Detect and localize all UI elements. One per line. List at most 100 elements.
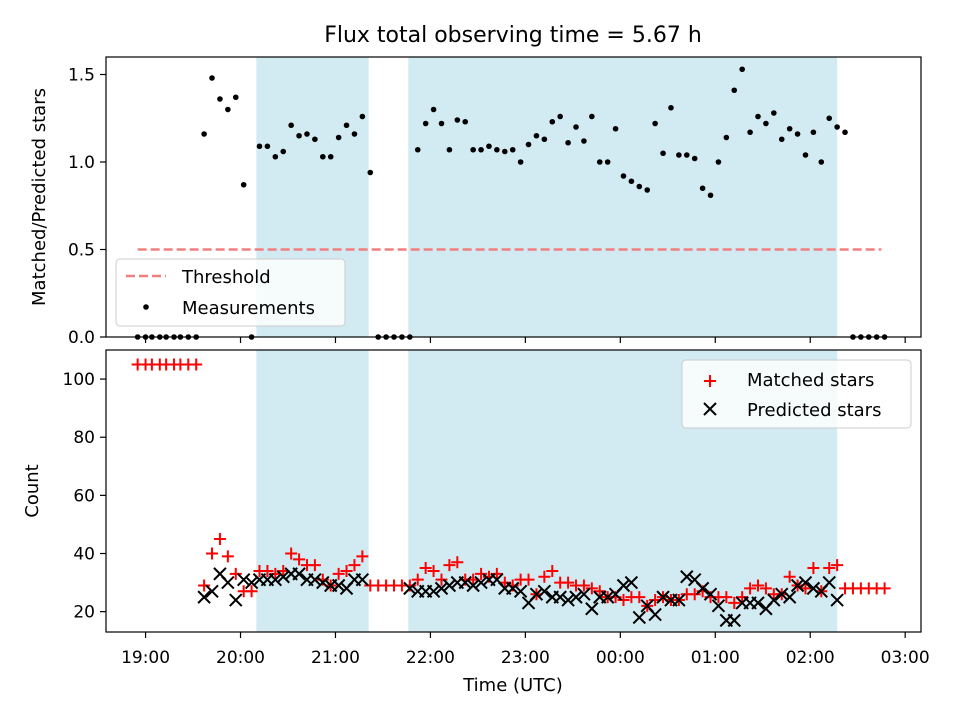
matched-star-point bbox=[720, 591, 733, 604]
measurement-point bbox=[438, 120, 445, 127]
measurement-point bbox=[256, 143, 263, 150]
top-legend: Threshold Measurements bbox=[115, 258, 346, 327]
predicted-star-point bbox=[775, 587, 789, 601]
measurement-point bbox=[304, 131, 310, 137]
predicted-stars-points bbox=[197, 567, 844, 628]
measurement-point bbox=[264, 143, 271, 150]
y-tick-label: 0.0 bbox=[68, 328, 95, 348]
measurement-point bbox=[834, 124, 840, 130]
predicted-star-point bbox=[197, 590, 211, 604]
measurement-point bbox=[359, 113, 366, 120]
top-panel: 0.0 0.5 1.0 1.5 Matched/Predicted stars Thr… bbox=[29, 56, 922, 348]
x-tick-label: 01:00 bbox=[691, 648, 740, 668]
measurement-point bbox=[201, 131, 207, 137]
measurement-point bbox=[612, 125, 619, 132]
matched-star-point bbox=[419, 562, 432, 575]
measurement-point bbox=[525, 141, 532, 148]
predicted-star-point bbox=[474, 575, 488, 590]
predicted-star-point bbox=[442, 578, 457, 593]
matched-star-point bbox=[593, 585, 606, 598]
predicted-star-point bbox=[616, 578, 631, 593]
top-y-axis-label: Matched/Predicted stars bbox=[29, 88, 50, 306]
matched-star-point bbox=[261, 564, 274, 577]
measurement-point bbox=[842, 129, 848, 136]
predicted-star-point bbox=[513, 584, 528, 599]
x-tick-label: 02:00 bbox=[786, 648, 835, 668]
predicted-star-point bbox=[434, 581, 449, 596]
measurement-point bbox=[343, 122, 350, 129]
measurement-point bbox=[668, 104, 674, 111]
matched-star-point bbox=[443, 559, 456, 572]
measurement-point bbox=[636, 183, 643, 190]
measurement-point bbox=[240, 181, 247, 188]
measurement-point bbox=[454, 117, 461, 123]
matched-star-point bbox=[213, 532, 226, 545]
shaded-interval bbox=[408, 57, 838, 337]
bottom-axes-frame bbox=[105, 349, 922, 633]
matched-star-point bbox=[490, 567, 503, 580]
top-shaded-intervals bbox=[256, 57, 838, 337]
measurement-point bbox=[802, 152, 809, 158]
matched-star-point bbox=[538, 570, 551, 583]
predicted-star-point bbox=[331, 578, 346, 593]
top-y-ticks: 0.0 0.5 1.0 1.5 bbox=[68, 66, 106, 348]
measurement-point bbox=[509, 146, 516, 153]
measurement-point bbox=[826, 115, 833, 122]
predicted-star-point bbox=[632, 610, 647, 625]
measurement-point bbox=[232, 94, 239, 101]
predicted-star-point bbox=[782, 590, 797, 604]
predicted-star-point bbox=[403, 581, 417, 596]
measurement-point bbox=[217, 96, 223, 102]
measurement-point bbox=[280, 148, 287, 155]
measurement-point bbox=[320, 153, 326, 160]
measurement-point bbox=[699, 185, 706, 192]
predicted-star-point bbox=[537, 584, 552, 599]
y-tick-label: 100 bbox=[63, 370, 95, 390]
matched-star-point bbox=[759, 582, 772, 595]
measurement-point bbox=[327, 153, 334, 160]
predicted-star-point bbox=[236, 572, 251, 587]
measurement-point bbox=[209, 75, 215, 81]
matched-star-point bbox=[245, 585, 258, 598]
measurement-point bbox=[517, 159, 524, 165]
bottom-legend: Matched stars Predicted stars bbox=[681, 359, 912, 429]
matched-star-point bbox=[546, 564, 559, 577]
measurement-point bbox=[660, 150, 666, 157]
predicted-star-point bbox=[830, 593, 844, 607]
measurement-point bbox=[414, 146, 421, 153]
matched-star-point bbox=[736, 591, 749, 604]
matched-star-point bbox=[229, 567, 242, 580]
measurement-point bbox=[731, 87, 738, 94]
predicted-star-point bbox=[806, 581, 821, 596]
y-tick-label: 1.5 bbox=[68, 66, 95, 86]
top-x-ticks bbox=[144, 337, 906, 343]
shaded-interval bbox=[256, 350, 369, 632]
matched-star-point bbox=[411, 573, 424, 586]
matched-star-point bbox=[728, 596, 741, 609]
measurement-point bbox=[691, 155, 698, 162]
bottom-legend-box bbox=[681, 359, 912, 429]
matched-star-point bbox=[332, 567, 345, 580]
predicted-star-point bbox=[727, 613, 741, 628]
predicted-star-point bbox=[561, 593, 575, 607]
matched-star-point bbox=[190, 358, 203, 371]
measurement-point bbox=[312, 136, 318, 143]
matched-star-point bbox=[427, 564, 440, 577]
measurement-point bbox=[596, 159, 603, 165]
predicted-star-point bbox=[798, 575, 813, 590]
measurement-point bbox=[794, 131, 801, 137]
matched-star-point bbox=[522, 573, 535, 586]
measurement-point bbox=[541, 136, 548, 143]
measurement-points bbox=[134, 66, 888, 340]
matched-star-point bbox=[617, 594, 630, 607]
matched-star-point bbox=[562, 576, 575, 589]
predicted-star-point bbox=[276, 570, 290, 584]
bottom-x-ticks: 19:00 20:00 21:00 22:00 23:00 00:00 01:00 02:00… bbox=[121, 632, 930, 668]
measurement-point bbox=[533, 132, 540, 139]
matched-star-point bbox=[475, 567, 488, 580]
matched-star-point bbox=[293, 553, 306, 566]
matched-star-point bbox=[451, 556, 464, 569]
predicted-star-point bbox=[426, 584, 441, 599]
matched-star-point bbox=[752, 579, 764, 592]
